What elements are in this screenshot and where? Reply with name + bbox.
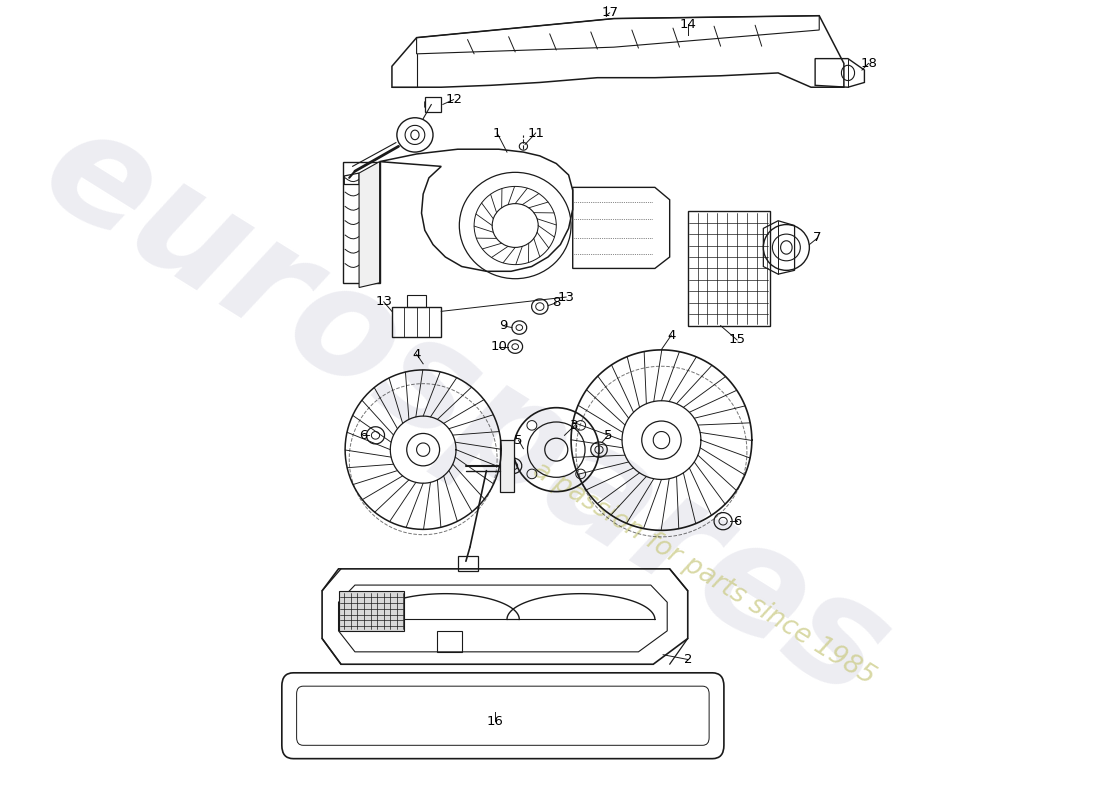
Polygon shape — [339, 590, 405, 631]
Text: 16: 16 — [486, 715, 503, 728]
Text: 9: 9 — [498, 319, 507, 332]
Text: 10: 10 — [491, 340, 507, 353]
Text: 7: 7 — [813, 231, 822, 245]
Text: 13: 13 — [375, 295, 393, 308]
Text: a passion for parts since 1985: a passion for parts since 1985 — [528, 457, 880, 690]
Polygon shape — [500, 440, 514, 492]
Text: 6: 6 — [733, 514, 741, 528]
Text: 5: 5 — [604, 429, 613, 442]
Text: 4: 4 — [412, 348, 421, 361]
Text: 4: 4 — [667, 329, 675, 342]
Text: 2: 2 — [683, 653, 692, 666]
Text: 11: 11 — [527, 126, 544, 139]
Text: 5: 5 — [514, 434, 522, 446]
Text: 14: 14 — [680, 18, 696, 30]
Text: 18: 18 — [860, 57, 877, 70]
Text: 3: 3 — [570, 419, 579, 432]
Text: 13: 13 — [558, 290, 574, 303]
Text: 6: 6 — [359, 429, 367, 442]
Text: 8: 8 — [552, 296, 561, 310]
Text: 15: 15 — [728, 334, 746, 346]
Text: 12: 12 — [446, 93, 462, 106]
Polygon shape — [359, 162, 380, 287]
Text: 1: 1 — [493, 126, 502, 139]
Text: eurospares: eurospares — [16, 92, 915, 730]
Text: 17: 17 — [602, 6, 618, 19]
